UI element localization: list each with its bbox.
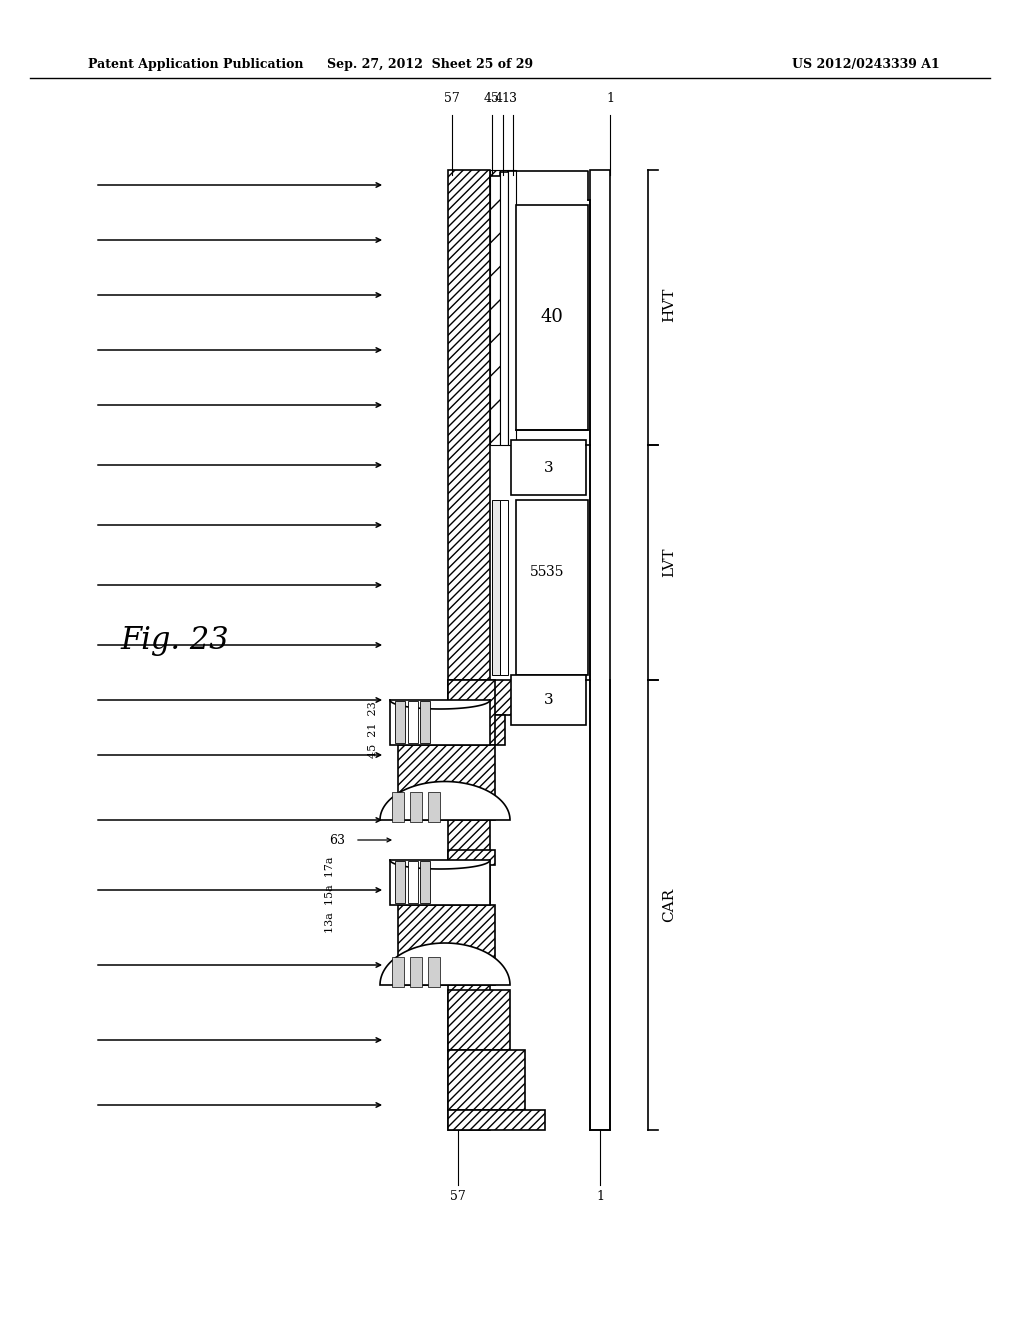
Bar [392, 957, 404, 987]
Polygon shape [380, 781, 510, 820]
Bar [500, 500, 508, 675]
Text: HVT: HVT [662, 288, 676, 322]
Bar [410, 957, 422, 987]
Text: 3: 3 [544, 461, 553, 474]
Text: 63: 63 [329, 833, 345, 846]
Text: 35: 35 [546, 565, 563, 579]
Bar [395, 861, 406, 903]
Text: 57: 57 [451, 1191, 466, 1203]
Bar [516, 205, 588, 430]
Text: CAR: CAR [662, 888, 676, 923]
Bar [508, 170, 516, 445]
Text: 40: 40 [541, 309, 563, 326]
Text: 57: 57 [444, 92, 460, 106]
Polygon shape [380, 942, 510, 985]
Text: 5  7a  9a: 5 7a 9a [430, 950, 478, 960]
Bar [492, 500, 500, 675]
Text: 3: 3 [544, 693, 553, 708]
Bar [449, 990, 510, 1049]
Text: Fig. 23: Fig. 23 [121, 624, 229, 656]
Text: LVT: LVT [662, 548, 676, 577]
Bar [449, 680, 495, 744]
Bar [398, 744, 495, 820]
Bar [449, 715, 505, 744]
Bar [410, 792, 422, 822]
Bar [420, 701, 430, 743]
Bar [408, 701, 418, 743]
Text: US 2012/0243339 A1: US 2012/0243339 A1 [793, 58, 940, 71]
Bar [428, 792, 440, 822]
Bar [420, 861, 430, 903]
Text: 13a  15a  17a: 13a 15a 17a [325, 857, 335, 933]
Bar [449, 170, 490, 1130]
Text: 55: 55 [530, 565, 548, 579]
Bar [392, 792, 404, 822]
Text: Patent Application Publication: Patent Application Publication [88, 58, 303, 71]
Bar [490, 170, 500, 445]
Bar [449, 850, 495, 865]
Bar [516, 500, 588, 675]
Text: 45: 45 [484, 92, 500, 106]
Text: 45  21  23: 45 21 23 [368, 702, 378, 759]
Bar [449, 680, 520, 715]
Bar [511, 440, 586, 495]
Bar [449, 1110, 545, 1130]
Bar [408, 861, 418, 903]
Bar [500, 170, 508, 445]
Bar [449, 1049, 525, 1110]
Bar [428, 957, 440, 987]
Text: 1: 1 [596, 1191, 604, 1203]
Text: 3: 3 [509, 92, 517, 106]
Text: Sep. 27, 2012  Sheet 25 of 29: Sep. 27, 2012 Sheet 25 of 29 [327, 58, 534, 71]
Bar [511, 675, 586, 725]
Text: 1: 1 [606, 92, 614, 106]
Polygon shape [390, 861, 490, 906]
Bar [398, 906, 495, 985]
Polygon shape [390, 700, 490, 744]
Text: 41: 41 [495, 92, 511, 106]
Bar [590, 170, 610, 1130]
Bar [395, 701, 406, 743]
